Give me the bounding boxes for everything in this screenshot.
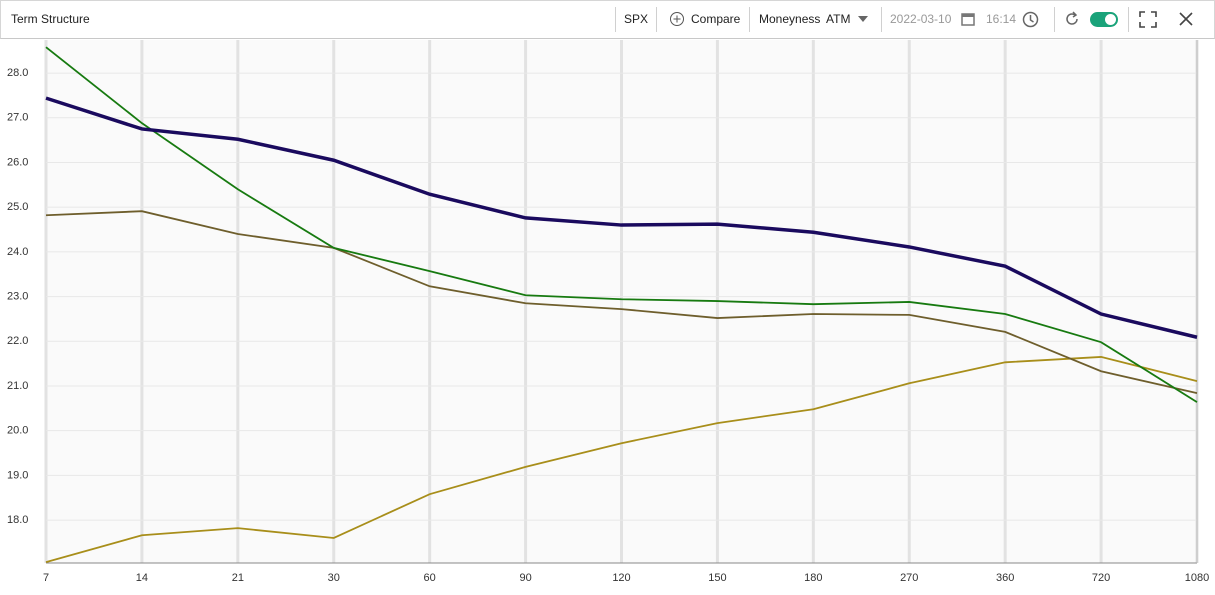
symbol[interactable]: SPX [624, 12, 649, 26]
refresh-icon[interactable] [1064, 11, 1080, 27]
x-tick-label: 60 [424, 572, 436, 584]
x-tick-label: 7 [43, 572, 49, 584]
y-tick-label: 22.0 [7, 335, 28, 347]
moneyness-label: Moneyness [759, 12, 821, 26]
close-icon[interactable] [1178, 11, 1194, 27]
x-tick-label: 150 [708, 572, 726, 584]
live-toggle[interactable] [1090, 11, 1120, 28]
x-tick-label: 30 [328, 572, 340, 584]
date[interactable]: 2022-03-10 [890, 12, 952, 26]
y-tick-label: 18.0 [7, 514, 28, 526]
toolbar: Term Structure SPX Compare Moneyness ATM… [0, 0, 1215, 39]
series-line [45, 210, 1198, 395]
series-line [45, 96, 1198, 339]
time[interactable]: 16:14 [986, 12, 1017, 26]
x-tick-label: 270 [900, 572, 918, 584]
x-tick-label: 720 [1092, 572, 1110, 584]
x-tick-label: 21 [232, 572, 244, 584]
compare-button[interactable]: Compare [691, 12, 741, 26]
x-tick-label: 1080 [1185, 572, 1209, 584]
series-line [45, 46, 1198, 403]
calendar-icon[interactable] [961, 11, 975, 26]
y-tick-label: 23.0 [7, 290, 28, 302]
x-tick-label: 360 [996, 572, 1014, 584]
dropdown-arrow[interactable] [857, 15, 869, 23]
y-tick-label: 19.0 [7, 469, 28, 481]
fullscreen-icon[interactable] [1139, 11, 1157, 28]
y-tick-label: 28.0 [7, 67, 28, 79]
clock-icon[interactable] [1022, 11, 1039, 28]
panel-title: Term Structure [11, 12, 90, 26]
y-tick-label: 20.0 [7, 425, 28, 437]
series-line [45, 356, 1198, 563]
moneyness-value[interactable]: ATM [826, 12, 851, 26]
y-tick-label: 25.0 [7, 201, 28, 213]
x-tick-label: 90 [519, 572, 531, 584]
compare-icon [670, 12, 684, 26]
x-tick-label: 120 [612, 572, 630, 584]
y-tick-label: 21.0 [7, 380, 28, 392]
y-tick-label: 27.0 [7, 112, 28, 124]
chart: 7 14 21 30 60 90 120 150 180 270 360 720 1080 18.0 19.… [7, 40, 1209, 584]
x-tick-label: 180 [804, 572, 822, 584]
x-tick-label: 14 [136, 572, 148, 584]
y-tick-label: 24.0 [7, 246, 28, 258]
y-tick-label: 26.0 [7, 156, 28, 168]
